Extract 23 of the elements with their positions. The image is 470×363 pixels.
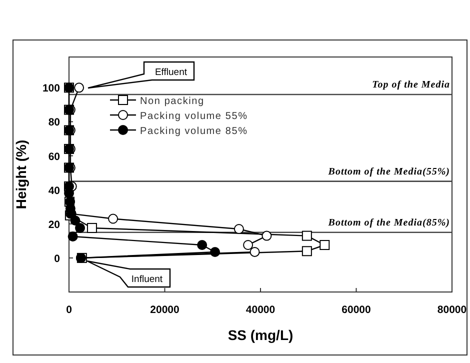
- x-tick-label: 20000: [150, 304, 180, 316]
- y-axis-title: Height (%): [13, 140, 29, 210]
- y-tick-label: 100: [42, 82, 60, 95]
- ref-line-label: Top of the Media: [372, 79, 450, 90]
- y-tick-label: 60: [48, 150, 60, 163]
- callout-arrow: Effluent: [87, 61, 195, 89]
- x-tick-label: 0: [66, 304, 72, 316]
- ref-line-label: Bottom of the Media(85%): [327, 217, 450, 228]
- annotation: Effluent: [154, 67, 188, 78]
- callout-arrow: Influent: [86, 260, 171, 288]
- legend-label: Packing volume 85%: [140, 126, 248, 137]
- x-tick-label: 80000: [437, 304, 467, 316]
- y-tick-label: 80: [48, 116, 60, 129]
- annotation: Influent: [131, 274, 163, 285]
- y-tick-label: 0: [54, 252, 60, 265]
- x-tick-label: 40000: [246, 304, 276, 316]
- y-tick-label: 40: [48, 184, 60, 197]
- x-tick-label: 60000: [342, 304, 372, 316]
- legend-label: Packing volume 55%: [140, 111, 248, 122]
- legend-label: Non packing: [140, 96, 204, 107]
- x-axis-title: SS (mg/L): [228, 327, 294, 343]
- ref-line-label: Bottom of the Media(55%): [327, 166, 450, 178]
- y-tick-label: 20: [48, 218, 60, 231]
